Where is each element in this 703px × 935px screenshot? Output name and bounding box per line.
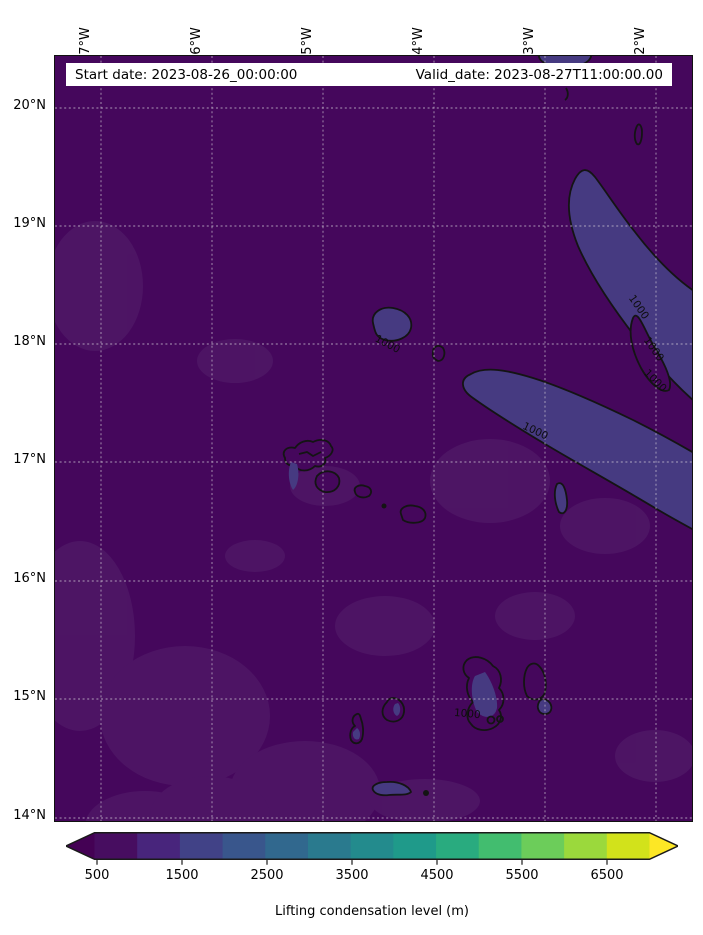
colorbar-segment [265, 832, 309, 860]
title-bar: Start date: 2023-08-26_00:00:00 Valid_da… [66, 63, 672, 86]
lcl-band-regions [282, 56, 692, 797]
colorbar-tick-label: 5500 [505, 868, 539, 883]
y-tick-label: 14°N [13, 808, 46, 823]
colorbar-over-arrow [649, 832, 678, 860]
colorbar-tick-label: 6500 [590, 868, 624, 883]
colorbar-segment [521, 832, 565, 860]
colorbar-axis-label: Lifting condensation level (m) [275, 904, 469, 919]
colorbar-tick-label: 2500 [250, 868, 284, 883]
colorbar-segment [350, 832, 394, 860]
colorbar [64, 832, 680, 868]
grid-lines [55, 56, 692, 821]
lcl-low-patches [55, 221, 692, 821]
colorbar-segment [564, 832, 608, 860]
y-tick-label: 17°N [13, 452, 46, 467]
valid-date-text: Valid_date: 2023-08-27T11:00:00.00 [415, 66, 663, 83]
y-tick-label: 20°N [13, 98, 46, 113]
y-tick-label: 18°N [13, 334, 46, 349]
colorbar-segment [222, 832, 266, 860]
y-tick-label: 16°N [13, 571, 46, 586]
colorbar-segment [307, 832, 352, 860]
colorbar-segment [436, 832, 480, 860]
colorbar-segment [478, 832, 522, 860]
y-tick-label: 15°N [13, 689, 46, 704]
y-tick-label: 19°N [13, 216, 46, 231]
start-date-text: Start date: 2023-08-26_00:00:00 [75, 66, 298, 83]
colorbar-tick-label: 3500 [335, 868, 369, 883]
colorbar-segment [179, 832, 224, 860]
map-plot: 1000 1000 1000 1000 1000 1000 Start date: 202… [54, 55, 693, 822]
colorbar-under-arrow [66, 832, 95, 860]
colorbar-tick-label: 1500 [165, 868, 199, 883]
colorbar-segment [94, 832, 138, 860]
colorbar-segment [137, 832, 181, 860]
contour-label: 1000 [453, 707, 481, 721]
colorbar-tick-label: 500 [84, 868, 110, 883]
colorbar-segment [606, 832, 650, 860]
colorbar-segment [393, 832, 437, 860]
colorbar-tick-label: 4500 [420, 868, 454, 883]
